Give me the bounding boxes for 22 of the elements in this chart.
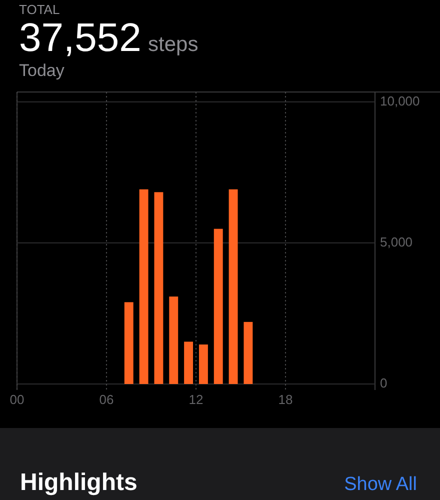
chart-subtitle: Today xyxy=(19,61,65,80)
bar xyxy=(124,302,134,384)
chart-title: TOTAL xyxy=(19,2,60,17)
text: steps xyxy=(148,33,198,56)
x-tick-label: 12 xyxy=(188,392,204,407)
y-tick-label: 0 xyxy=(380,375,388,390)
text: Highlights xyxy=(20,469,138,496)
x-tick-label: 00 xyxy=(10,392,24,407)
text: Show All xyxy=(344,474,417,495)
bar xyxy=(169,296,178,384)
text: 37,552 xyxy=(19,16,142,60)
bar xyxy=(228,189,238,384)
x-tick-label: 06 xyxy=(99,392,114,407)
bar xyxy=(198,344,208,384)
bar xyxy=(139,189,148,384)
bar xyxy=(244,322,253,384)
y-tick-label: 10,000 xyxy=(380,93,420,108)
bar xyxy=(154,192,164,384)
bar xyxy=(214,228,223,384)
y-tick-label: 5,000 xyxy=(380,234,413,250)
bar xyxy=(184,342,194,384)
x-tick-label: 18 xyxy=(278,392,293,407)
